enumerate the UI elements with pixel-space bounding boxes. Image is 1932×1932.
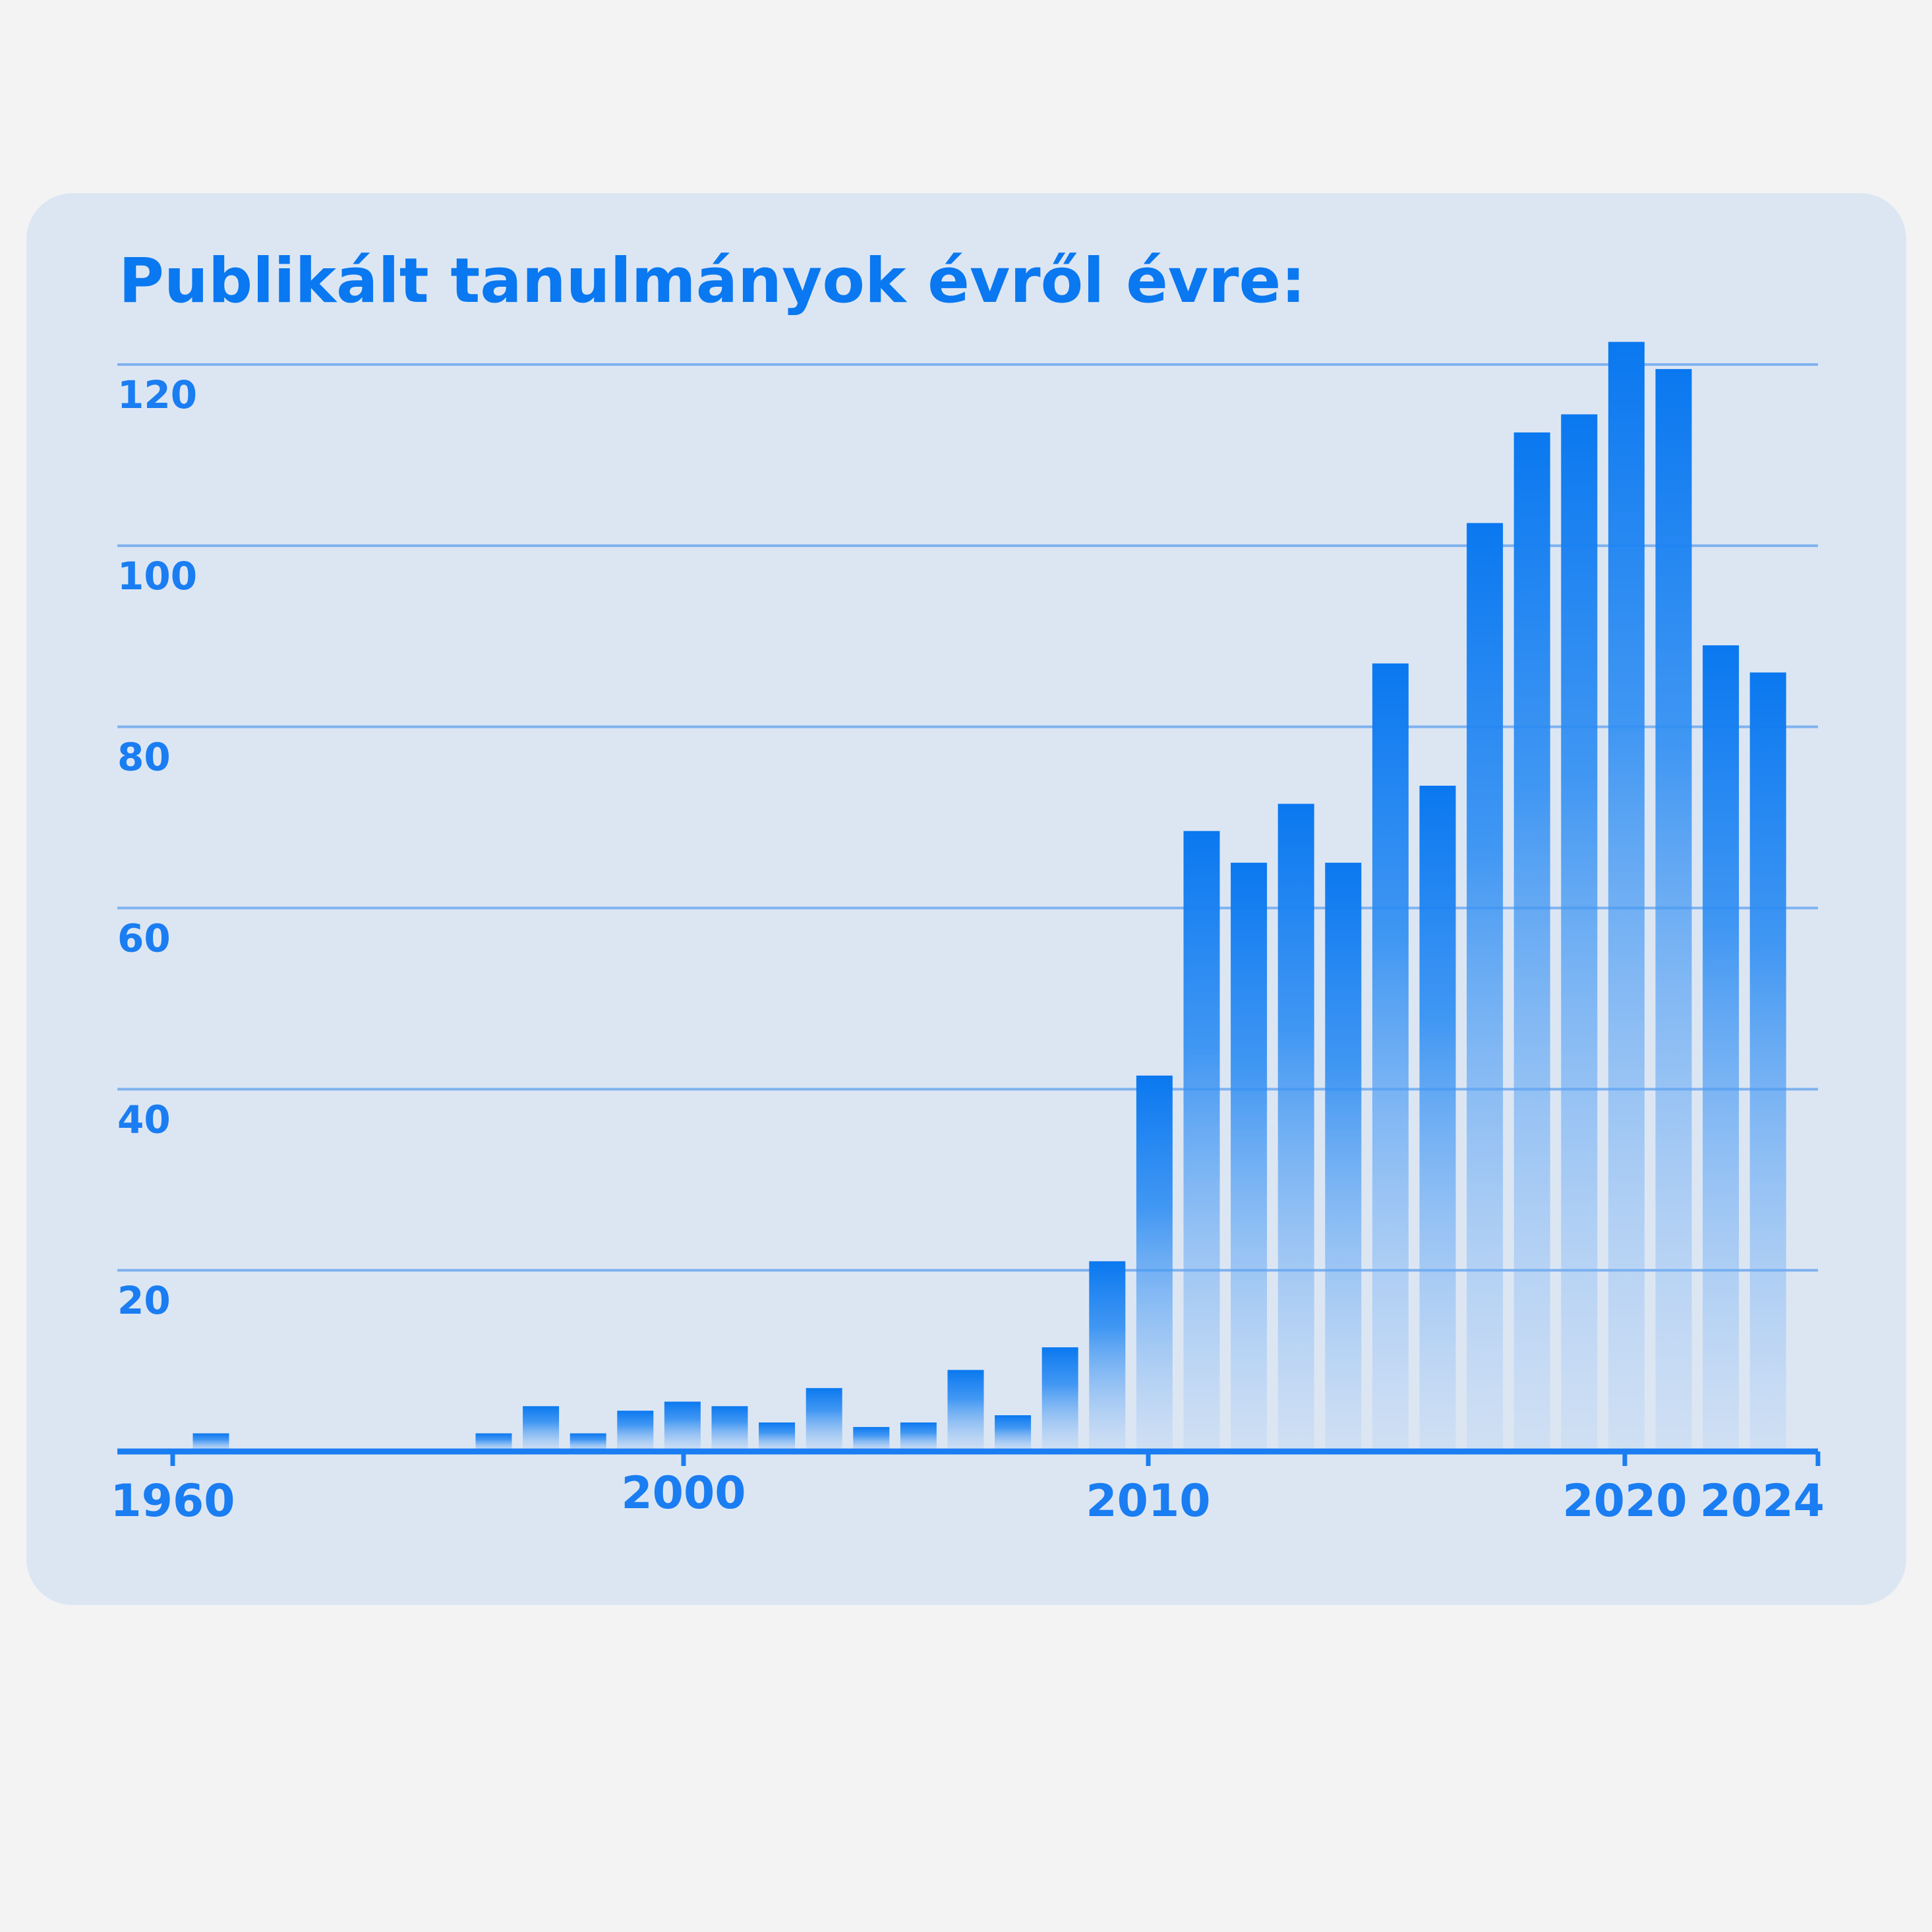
x-tick-2010: 2010 [1086,1475,1210,1527]
bar-2008 [995,1415,1032,1451]
bar-2013 [1231,862,1268,1451]
x-tick-2020: 2020 [1562,1475,1687,1527]
bar-2001 [664,1401,701,1451]
x-tick-2000: 2000 [621,1467,746,1519]
y-tick-100: 100 [117,554,197,599]
bar-2016 [1372,663,1409,1451]
bar-2005 [853,1426,890,1451]
bar-2004 [805,1388,842,1451]
bar-2021 [1608,341,1645,1452]
bar-2018 [1467,523,1504,1451]
bar-1998 [523,1406,560,1451]
bars [192,341,1786,1452]
bar-2019 [1513,432,1550,1451]
y-tick-80: 80 [117,735,171,780]
bar-2002 [711,1406,748,1451]
bar-2022 [1655,368,1692,1451]
bar-2020 [1561,414,1598,1452]
bar-2023 [1703,645,1740,1451]
y-tick-labels: 20 40 60 80 100 120 [117,372,197,1323]
x-tick-labels: 1960 2000 2010 2020 2024 [110,1467,1825,1527]
bar-2000 [617,1411,654,1451]
bar-2003 [759,1422,796,1451]
chart-title: Publikált tanulmányok évről évre: [119,245,1306,317]
bar-2009 [1041,1347,1078,1451]
bar-2011 [1136,1075,1173,1451]
x-tick-1960: 1960 [110,1475,235,1527]
bar-2014 [1277,804,1314,1451]
y-tick-120: 120 [117,372,197,417]
bar-1961 [192,1433,229,1451]
bar-2006 [900,1422,937,1451]
bar-2012 [1183,831,1220,1451]
y-tick-20: 20 [117,1278,171,1323]
bar-1999 [570,1433,606,1451]
bar-2015 [1325,862,1362,1451]
bar-2007 [947,1370,984,1451]
y-tick-40: 40 [117,1097,171,1142]
bar-2024 [1749,672,1786,1451]
x-axis [117,1448,1821,1466]
bar-1997 [475,1433,512,1451]
bar-2017 [1419,785,1456,1451]
bar-2010 [1089,1261,1126,1451]
y-tick-60: 60 [117,916,171,961]
x-tick-2024: 2024 [1700,1475,1825,1527]
